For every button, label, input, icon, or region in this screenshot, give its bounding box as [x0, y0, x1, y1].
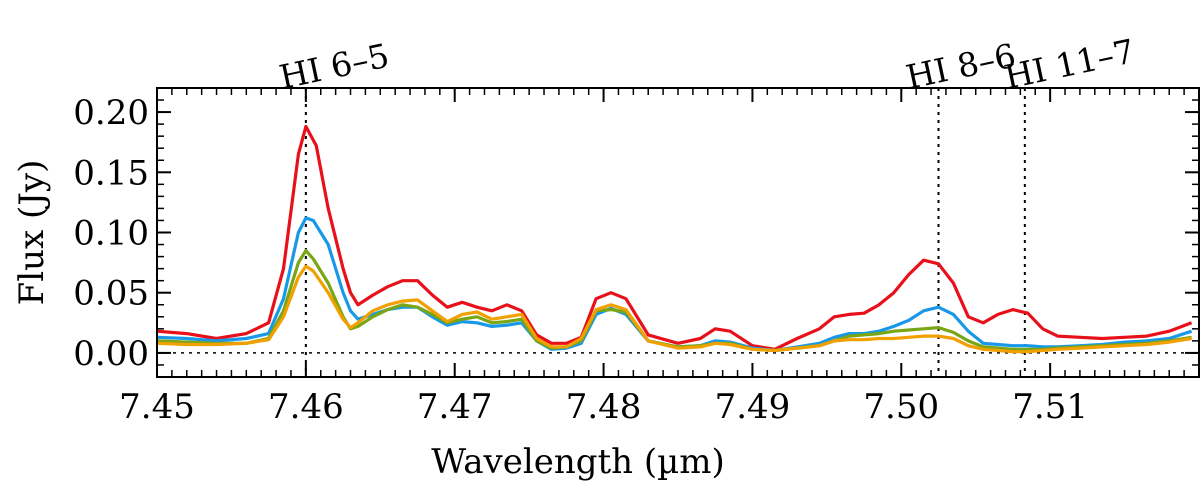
y-tick-label: 0.00 — [73, 334, 149, 374]
spectral-line-markers: HI 6–5 HI 8–6HI 11–7 — [276, 31, 1138, 377]
series-layer — [156, 124, 1193, 354]
x-tick-label: 7.51 — [1012, 387, 1088, 427]
x-axis-label: Wavelength (µm) — [431, 442, 724, 482]
x-tick-label: 7.50 — [863, 387, 939, 427]
series-line-green — [156, 249, 1192, 353]
line-marker-label: HI 11–7 — [1001, 31, 1138, 97]
x-axis: 7.45 7.46 7.47 7.48 7.49 7.50 7.51 — [119, 88, 1185, 427]
y-tick-label: 0.05 — [73, 274, 149, 314]
y-axis-label: Flux (Jy) — [12, 160, 52, 306]
x-tick-label: 7.45 — [119, 387, 195, 427]
x-tick-label: 7.46 — [268, 387, 344, 427]
x-tick-label: 7.49 — [715, 387, 791, 427]
plot-frame — [156, 87, 1200, 378]
x-tick-label: 7.47 — [417, 387, 493, 427]
y-axis: 0.00 0.05 0.10 0.15 0.20 — [73, 87, 1199, 378]
y-tick-label: 0.20 — [73, 93, 149, 133]
series-line-red — [156, 124, 1193, 351]
series-line-blue — [156, 216, 1193, 353]
x-tick-label: 7.48 — [566, 387, 642, 427]
series-line-orange — [156, 264, 1192, 354]
y-tick-label: 0.15 — [73, 153, 149, 193]
y-tick-label: 0.10 — [73, 214, 149, 254]
